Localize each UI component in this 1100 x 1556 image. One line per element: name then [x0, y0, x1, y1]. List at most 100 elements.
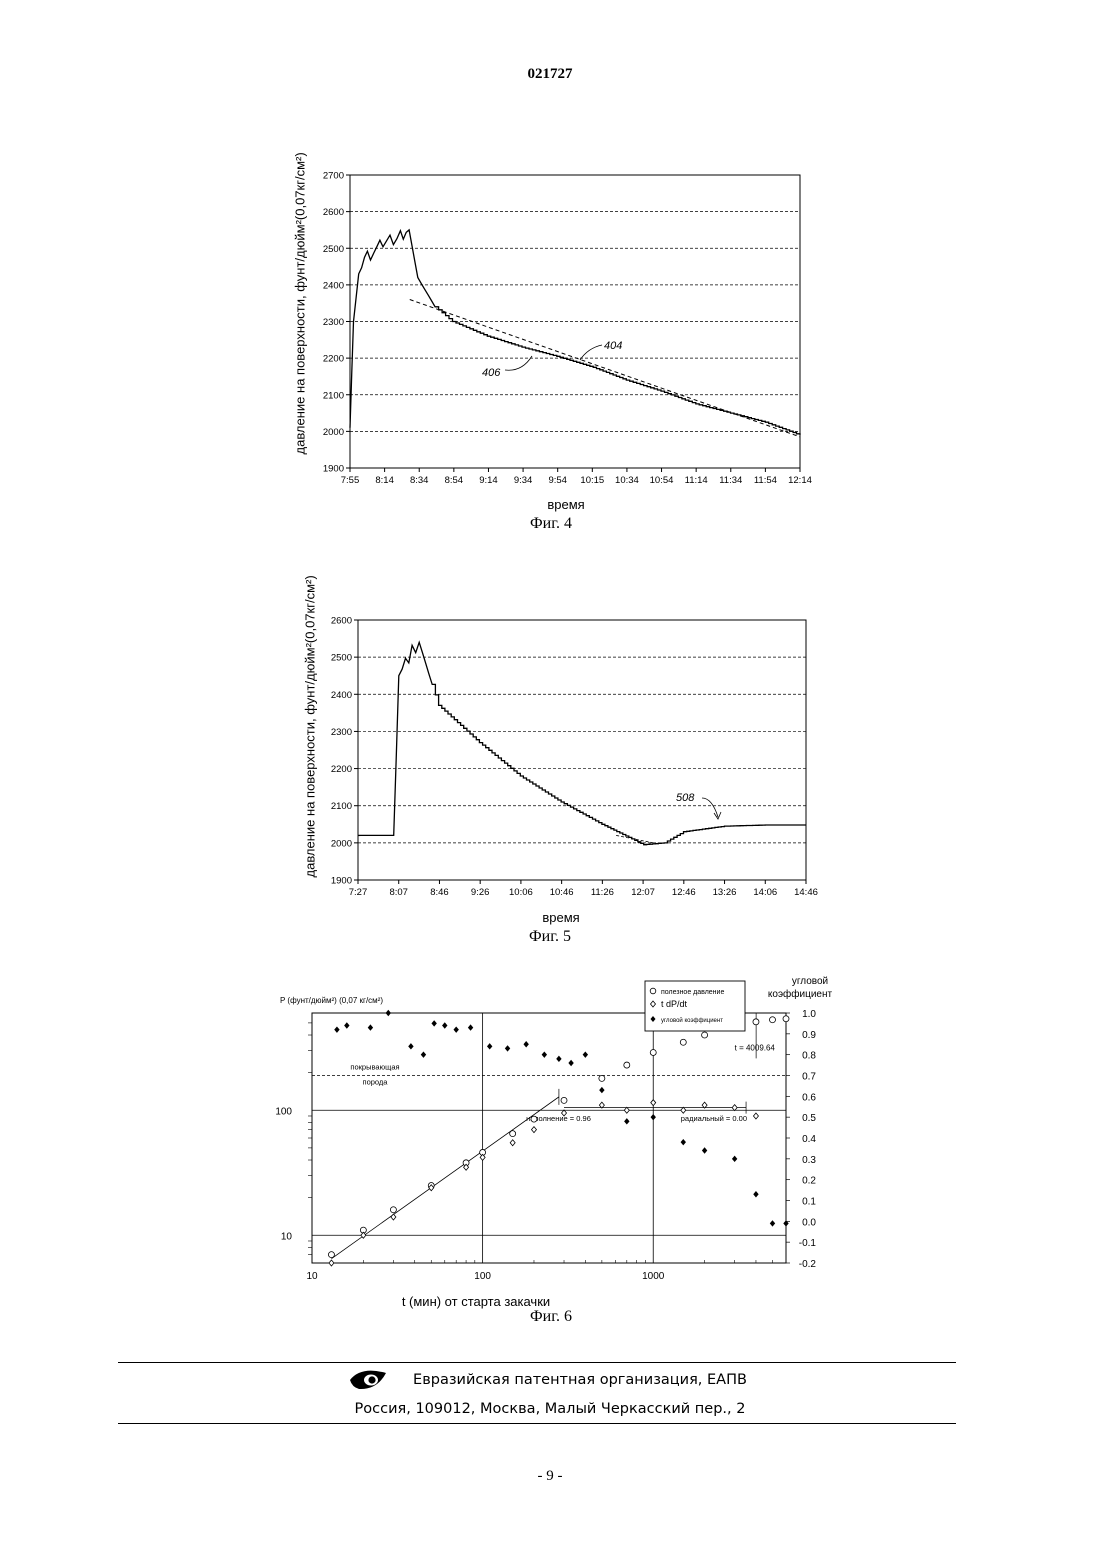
x-tick-label: 14:46: [794, 887, 818, 898]
point-slope: [583, 1051, 588, 1057]
y-tick-label: 2600: [323, 207, 344, 218]
y-tick-label: 2500: [331, 653, 352, 664]
plot-frame: [312, 1013, 786, 1263]
x-tick-label: 14:06: [753, 887, 777, 898]
footer-top-rule: [118, 1362, 956, 1363]
footer-org: Евразийская патентная организация, ЕАПВ: [30, 1372, 1100, 1388]
point-slope: [753, 1191, 758, 1197]
y-tick-left-label: 10: [281, 1231, 293, 1242]
x-tick-label: 8:14: [375, 475, 394, 486]
x-tick-label: 8:34: [410, 475, 429, 486]
point-slope: [431, 1020, 436, 1026]
point-slope: [468, 1024, 473, 1030]
x-tick-label: 7:55: [341, 475, 360, 486]
footer-address: Россия, 109012, Москва, Малый Черкасский…: [0, 1401, 1100, 1417]
x-tick-label: 11:34: [719, 475, 742, 486]
document-number: 021727: [0, 66, 1100, 83]
point-tdpdt: [681, 1107, 686, 1113]
fig5-xlabel: время: [461, 910, 661, 925]
y-tick-left-label: 100: [275, 1106, 292, 1117]
y-tick-right-label: 0.2: [802, 1176, 816, 1187]
point-slope: [368, 1024, 373, 1030]
x-tick-label: 12:46: [672, 887, 696, 898]
x-tick-label: 10:15: [580, 475, 604, 486]
point-slope: [624, 1118, 629, 1124]
y-tick-right-label: 0.4: [802, 1134, 816, 1145]
y-tick-label: 2400: [323, 280, 344, 291]
x-tick-label: 1000: [642, 1271, 665, 1282]
point-pressure: [650, 1049, 656, 1055]
footer-bottom-rule: [118, 1423, 956, 1424]
y-tick-right-label: 1.0: [802, 1009, 816, 1020]
point-tdpdt: [531, 1127, 536, 1133]
point-tdpdt: [329, 1260, 334, 1266]
y-tick-label: 2600: [331, 616, 352, 627]
fig5-chart: 190020002100220023002400250026007:278:07…: [310, 605, 830, 905]
y-tick-label: 2300: [331, 727, 352, 738]
point-pressure: [753, 1019, 759, 1025]
y-tick-label: 2100: [331, 801, 352, 812]
point-tdpdt: [732, 1105, 737, 1111]
y-tick-label: 2300: [323, 317, 344, 328]
point-slope: [651, 1114, 656, 1120]
point-slope: [442, 1022, 447, 1028]
x-tick-label: 10: [306, 1271, 318, 1282]
point-tdpdt: [702, 1102, 707, 1108]
y-tick-right-label: 0.3: [802, 1155, 816, 1166]
callout-404-arrow: [580, 345, 602, 360]
point-slope: [344, 1022, 349, 1028]
x-tick-label: 11:26: [591, 887, 614, 898]
callout-508-label: 508: [676, 792, 695, 804]
point-pressure: [680, 1039, 686, 1045]
x-tick-label: 12:07: [631, 887, 655, 898]
series-line-406: [350, 230, 800, 435]
y-tick-right-label: 0.6: [802, 1092, 816, 1103]
x-tick-label: 9:34: [514, 475, 533, 486]
point-tdpdt: [624, 1107, 629, 1113]
fig6-ylabel: P (фунт/дюйм²) (0,07 кг/см²): [280, 996, 383, 1005]
x-tick-label: 9:54: [548, 475, 567, 486]
point-tdpdt: [651, 1100, 656, 1106]
y-tick-right-label: -0.1: [799, 1238, 817, 1249]
y-tick-right-label: -0.2: [799, 1259, 817, 1270]
point-slope: [681, 1139, 686, 1145]
y-tick-right-label: 0.9: [802, 1030, 816, 1041]
series-line-508: [358, 642, 806, 844]
point-pressure: [769, 1017, 775, 1023]
y-tick-label: 1900: [331, 876, 352, 887]
point-slope: [505, 1045, 510, 1051]
y-tick-label: 2400: [331, 690, 352, 701]
point-slope: [599, 1087, 604, 1093]
x-tick-label: 13:26: [713, 887, 737, 898]
point-pressure: [390, 1207, 396, 1213]
point-pressure: [531, 1116, 537, 1122]
annot-t: t = 4009.64: [735, 1044, 776, 1053]
point-slope: [568, 1060, 573, 1066]
point-pressure: [510, 1131, 516, 1137]
fig4-caption: Фиг. 4: [451, 515, 651, 533]
y-tick-right-label: 0.5: [802, 1113, 816, 1124]
y-tick-right-label: 0.0: [802, 1217, 816, 1228]
point-tdpdt: [599, 1102, 604, 1108]
x-tick-label: 9:14: [479, 475, 498, 486]
x-tick-label: 11:54: [754, 475, 777, 486]
point-pressure: [783, 1016, 789, 1022]
plot-frame: [358, 620, 806, 880]
annot-radial: радиальный = 0.00: [681, 1114, 747, 1123]
point-slope: [770, 1220, 775, 1226]
fig6-caption: Фиг. 6: [451, 1308, 651, 1326]
point-slope: [487, 1043, 492, 1049]
y-tick-label: 2200: [323, 354, 344, 365]
y-tick-label: 1900: [323, 464, 344, 475]
y-tick-label: 2500: [323, 244, 344, 255]
point-slope: [702, 1147, 707, 1153]
annot-cap-2: порода: [363, 1078, 389, 1087]
x-tick-label: 10:06: [509, 887, 533, 898]
x-tick-label: 8:07: [389, 887, 408, 898]
y-tick-label: 2000: [331, 838, 352, 849]
page-number: - 9 -: [0, 1468, 1100, 1485]
fig6-right-label-2: коэффициент: [768, 988, 833, 1000]
point-slope: [408, 1043, 413, 1049]
y-tick-label: 2000: [323, 427, 344, 438]
x-tick-label: 8:46: [430, 887, 449, 898]
